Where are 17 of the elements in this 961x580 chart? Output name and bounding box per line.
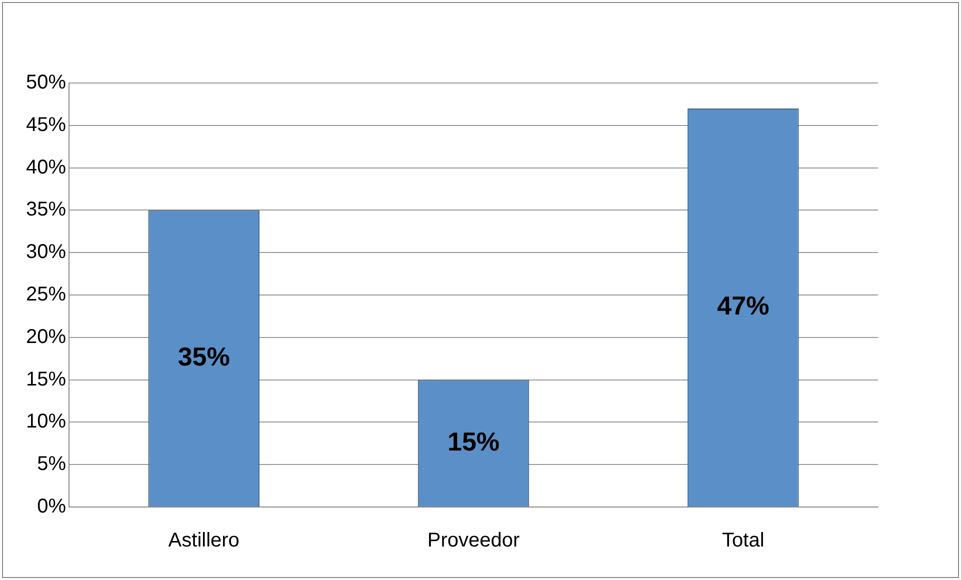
y-tick-label: 5% [37,453,66,476]
y-tick-label: 0% [37,496,66,518]
y-tick-label: 45% [26,114,66,136]
x-tick-label: Proveedor [427,530,520,552]
y-tick-label: 30% [26,241,66,264]
y-tick-label: 35% [26,198,66,221]
y-tick-label: 15% [26,368,66,390]
data-label: 35% [178,342,230,372]
x-tick-label: Total [722,530,764,552]
y-tick-label: 25% [26,284,66,306]
data-label: 15% [447,426,500,456]
y-tick-label: 10% [26,410,66,433]
y-tick-label: 40% [26,156,66,178]
x-tick-label: Astillero [168,530,240,552]
y-tick-label: 50% [26,72,66,94]
data-label: 47% [717,290,770,321]
y-tick-label: 20% [26,326,66,348]
